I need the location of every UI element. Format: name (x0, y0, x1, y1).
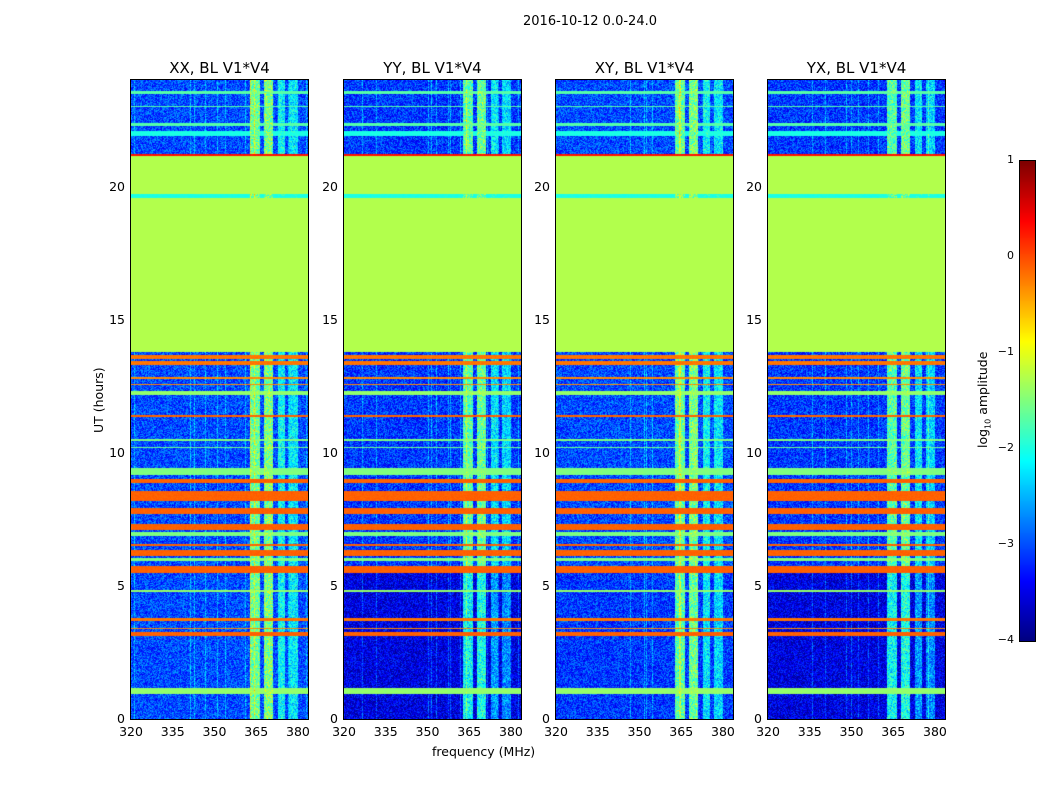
y-tick-label: 20 (746, 178, 762, 194)
y-tick-label: 15 (534, 311, 550, 327)
y-tick-label: 0 (542, 711, 550, 726)
x-tick-label: 380 (711, 724, 735, 739)
y-tick-label: 5 (117, 577, 125, 593)
y-tick-label: 10 (534, 444, 550, 460)
x-tick-label: 320 (119, 724, 143, 739)
x-tick-label: 350 (202, 724, 227, 739)
x-tick-label: 350 (839, 724, 864, 739)
y-tick-label: 20 (534, 178, 550, 194)
heatmap-panel (343, 79, 522, 720)
x-tick-label: 380 (923, 724, 947, 739)
x-tick-label: 335 (160, 724, 185, 739)
colorbar-tick-label: −1 (997, 345, 1014, 358)
x-tick-label: 380 (286, 724, 310, 739)
y-tick-label: 15 (322, 311, 338, 327)
colorbar-tick-label: 1 (1007, 153, 1014, 166)
x-tick-label: 335 (373, 724, 398, 739)
x-tick-label: 350 (415, 724, 440, 739)
y-tick-label: 5 (330, 577, 338, 593)
y-axis-label: UT (hours) (91, 367, 106, 433)
y-tick-label: 10 (322, 444, 338, 460)
heatmap-panel (555, 79, 734, 720)
x-tick-label: 320 (544, 724, 568, 739)
heatmap-panel (130, 79, 309, 720)
x-tick-label: 335 (797, 724, 822, 739)
y-tick-label: 5 (754, 577, 762, 593)
y-tick-label: 20 (109, 178, 125, 194)
y-tick-label: 10 (746, 444, 762, 460)
colorbar-tick-label: −3 (997, 537, 1014, 550)
y-tick-label: 15 (746, 311, 762, 327)
y-tick-label: 15 (109, 311, 125, 327)
x-tick-label: 380 (499, 724, 523, 739)
x-axis-label: frequency (MHz) (432, 744, 536, 759)
x-tick-label: 350 (627, 724, 652, 739)
panel-title: YX, BL V1*V4 (806, 59, 907, 77)
y-tick-label: 20 (322, 178, 338, 194)
colorbar-tick-label: 0 (1007, 249, 1014, 262)
y-tick-label: 0 (330, 711, 338, 726)
panel-title: XY, BL V1*V4 (594, 59, 695, 77)
y-tick-label: 10 (109, 444, 125, 460)
x-tick-label: 365 (457, 724, 482, 739)
figure-title: 2016-10-12 0.0-24.0 (523, 14, 657, 29)
x-tick-label: 335 (585, 724, 610, 739)
colorbar (1019, 160, 1036, 642)
panel-title: YY, BL V1*V4 (383, 59, 482, 77)
y-tick-label: 0 (754, 711, 762, 726)
x-tick-label: 365 (669, 724, 694, 739)
x-tick-label: 320 (756, 724, 780, 739)
y-tick-label: 0 (117, 711, 125, 726)
heatmap-panel (767, 79, 946, 720)
colorbar-tick-label: −4 (997, 633, 1014, 646)
x-tick-label: 365 (244, 724, 269, 739)
x-tick-label: 320 (332, 724, 356, 739)
x-tick-label: 365 (881, 724, 906, 739)
panel-title: XX, BL V1*V4 (169, 59, 270, 77)
colorbar-label: log10 amplitude (975, 351, 993, 448)
colorbar-tick-label: −2 (997, 441, 1014, 454)
y-tick-label: 5 (542, 577, 550, 593)
